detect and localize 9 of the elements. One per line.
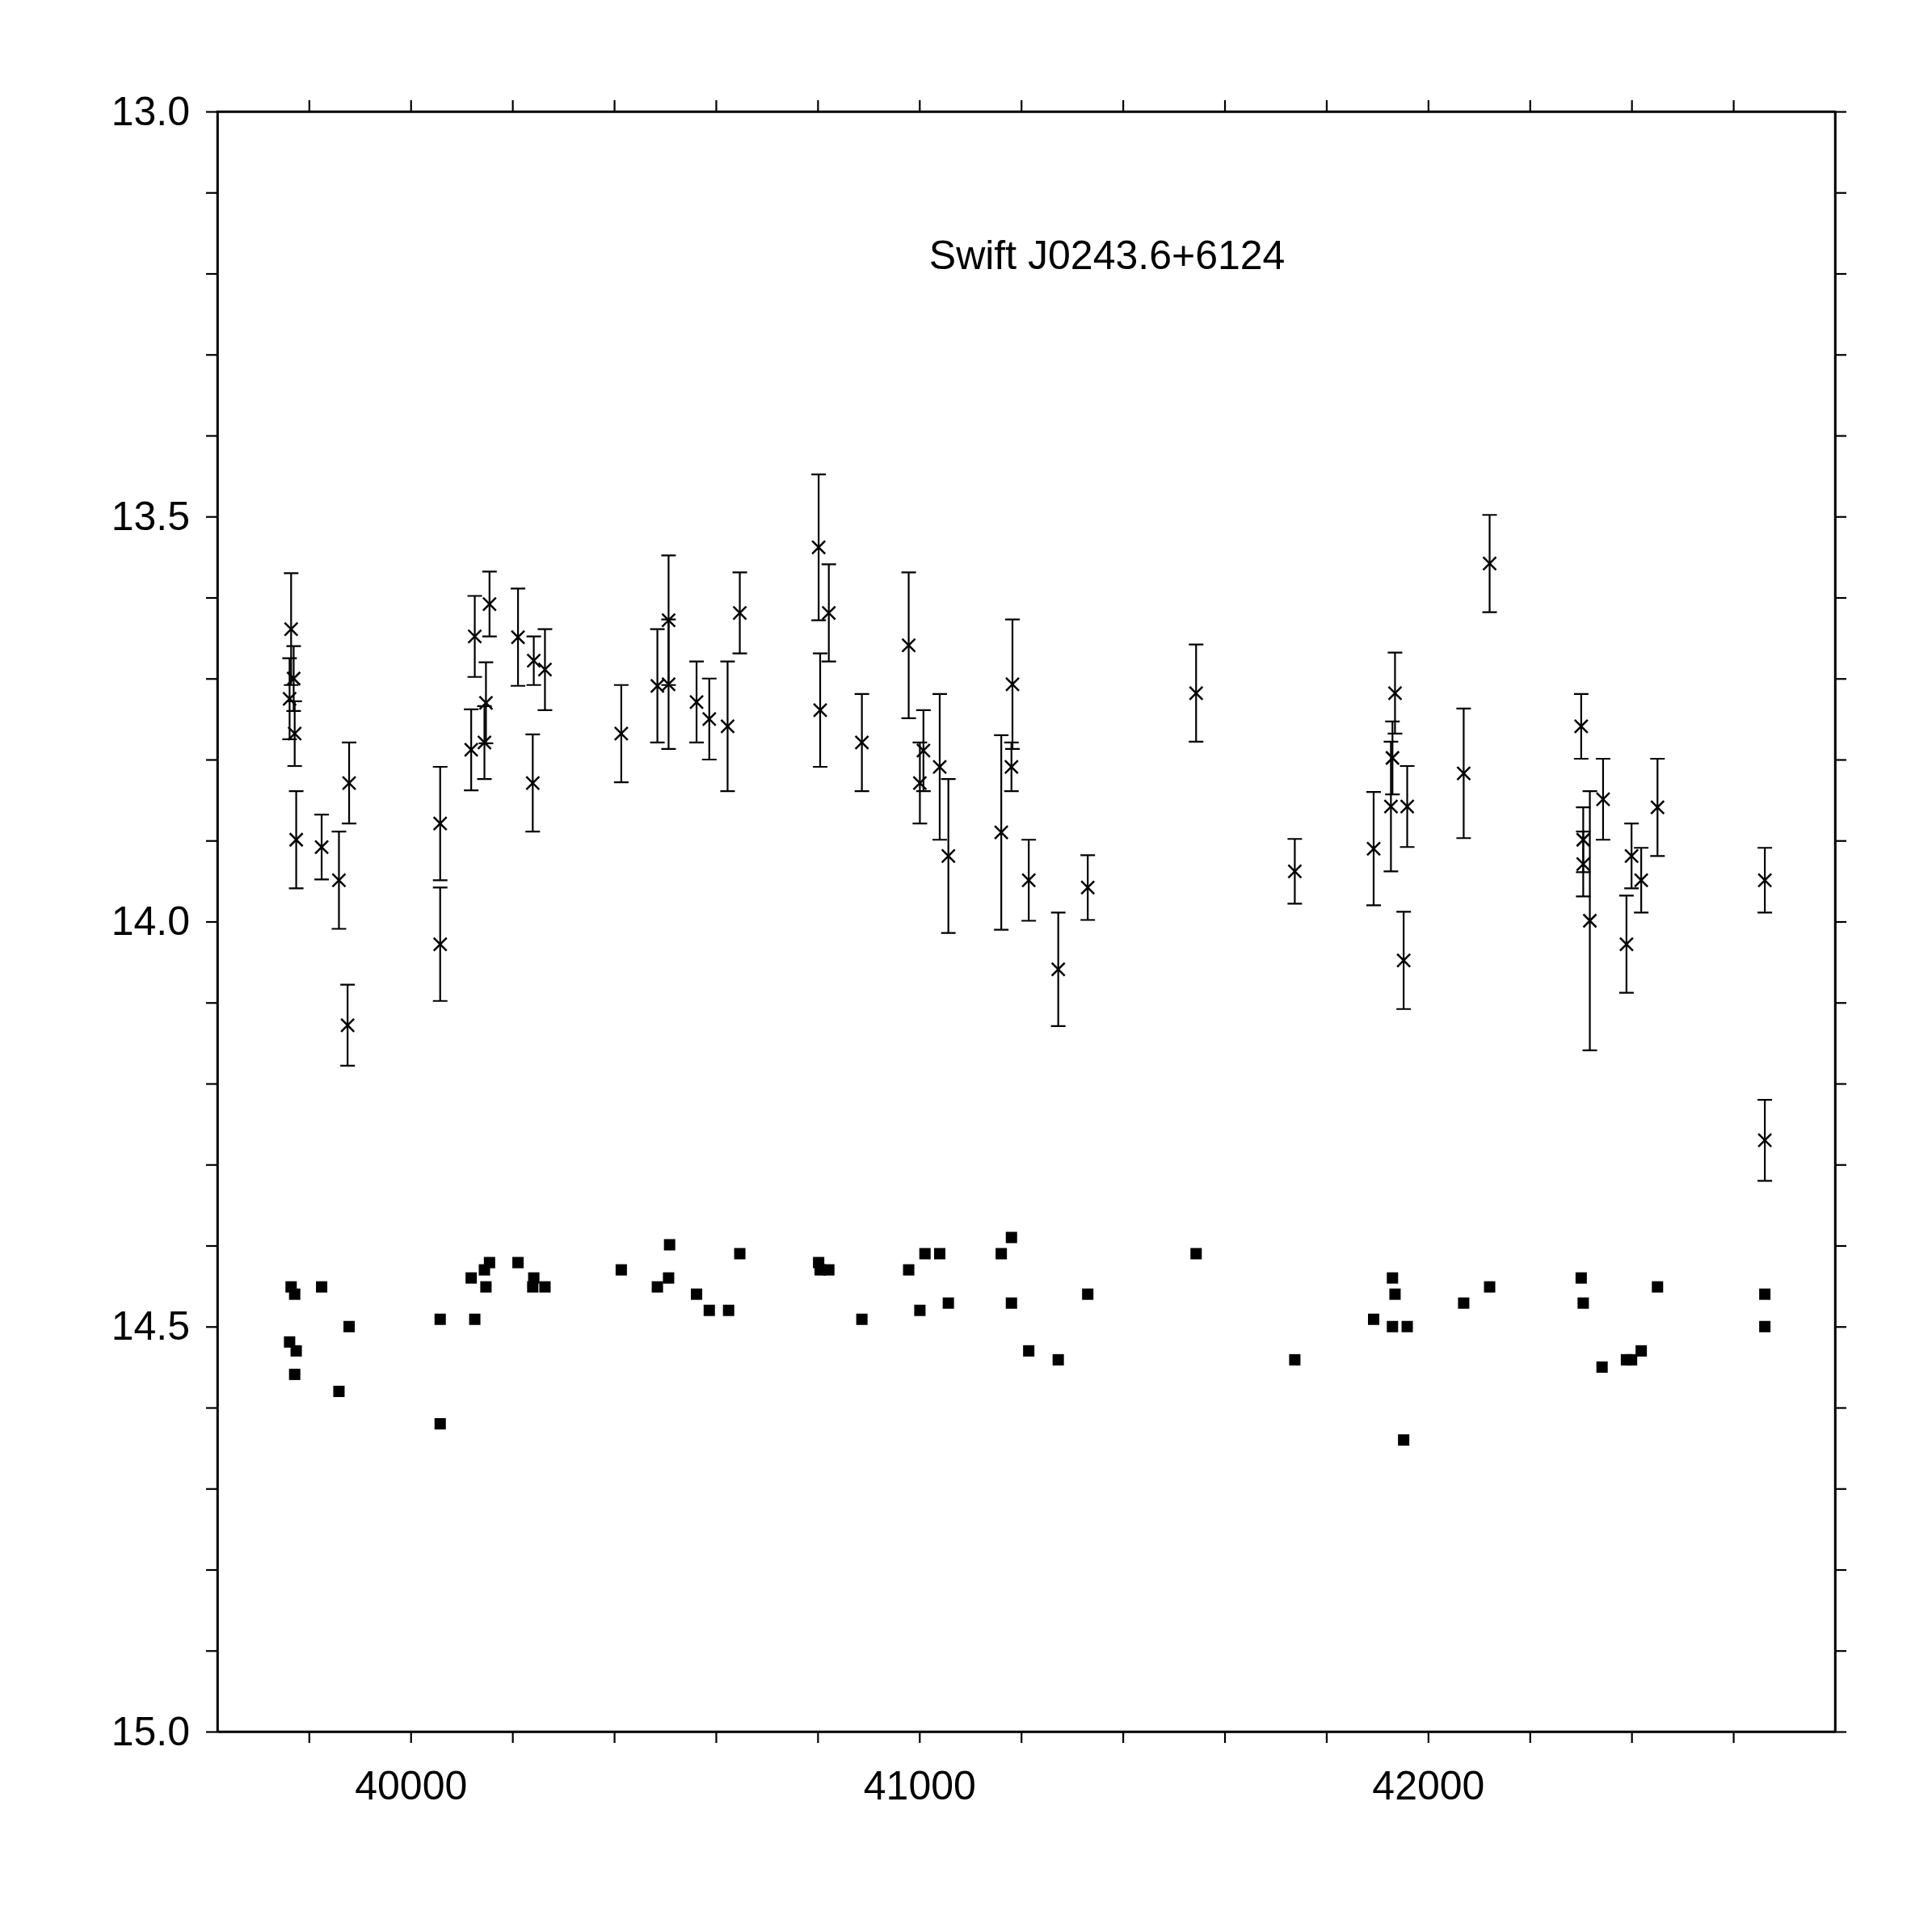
x-tick-label: 41000 (863, 1763, 976, 1808)
x-tick-label: 42000 (1372, 1763, 1485, 1808)
y-tick-label: 15.0 (111, 1708, 190, 1754)
y-tick-label: 14.0 (111, 899, 190, 944)
y-tick-label: 14.5 (111, 1303, 190, 1349)
y-tick-label: 13.5 (111, 493, 190, 539)
y-tick-label: 13.0 (111, 88, 190, 134)
text: Swift J0243.6+6124 (928, 233, 1286, 278)
x-tick-label: 40000 (355, 1763, 468, 1808)
